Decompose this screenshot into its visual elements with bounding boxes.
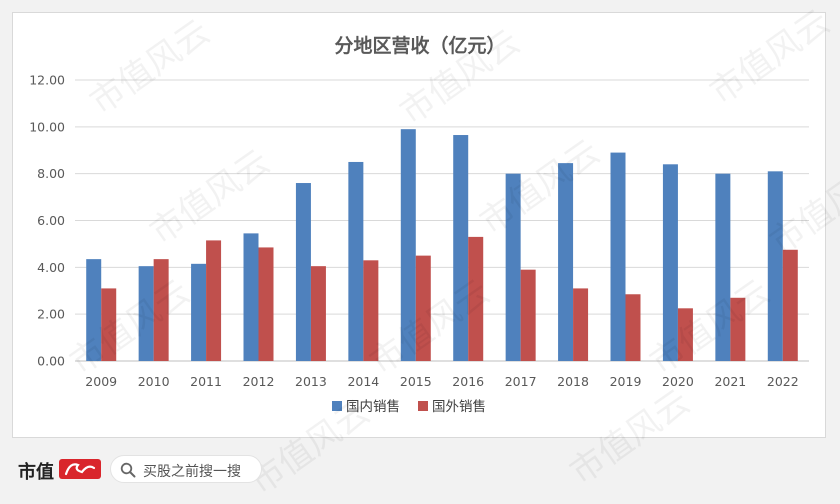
bar-overseas-2010 <box>153 259 169 361</box>
bar-domestic-2021 <box>715 173 731 361</box>
x-tick-label: 2015 <box>400 374 432 389</box>
y-tick-label: 6.00 <box>37 213 65 228</box>
y-tick-label: 12.00 <box>29 73 65 88</box>
x-tick-label: 2012 <box>243 374 275 389</box>
x-tick-label: 2019 <box>610 374 642 389</box>
x-tick-label: 2020 <box>662 374 694 389</box>
search-icon <box>120 462 136 478</box>
y-tick-label: 0.00 <box>37 354 65 369</box>
bars <box>86 129 798 361</box>
bar-overseas-2012 <box>258 247 274 361</box>
bar-overseas-2020 <box>677 308 693 361</box>
y-tick-label: 4.00 <box>37 260 65 275</box>
chart-card: 分地区营收（亿元） 0.00 2.00 4.00 6.00 8.00 10.00 12.00… <box>12 12 826 438</box>
y-tick-label: 2.00 <box>37 307 65 322</box>
gridlines <box>75 79 809 362</box>
bar-domestic-2013 <box>295 183 311 361</box>
bar-overseas-2011 <box>206 240 222 361</box>
brand-name: 市值 <box>18 462 54 483</box>
chart: 分地区营收（亿元） 0.00 2.00 4.00 6.00 8.00 10.00 12.00… <box>29 34 809 415</box>
bar-overseas-2021 <box>730 297 746 361</box>
x-tick-label: 2018 <box>557 374 589 389</box>
bar-domestic-2009 <box>86 259 102 361</box>
x-tick-label: 2013 <box>295 374 327 389</box>
bar-overseas-2016 <box>468 236 484 361</box>
bar-overseas-2014 <box>363 260 379 361</box>
bar-domestic-2010 <box>138 266 154 361</box>
bar-overseas-2022 <box>782 249 798 361</box>
bar-domestic-2012 <box>243 233 259 361</box>
x-tick-label: 2022 <box>767 374 799 389</box>
y-tick-label: 8.00 <box>37 166 65 181</box>
bar-overseas-2013 <box>310 266 326 361</box>
bar-domestic-2020 <box>662 164 678 361</box>
bar-domestic-2019 <box>610 152 626 361</box>
y-axis-ticks: 0.00 2.00 4.00 6.00 8.00 10.00 12.00 <box>29 73 65 369</box>
x-tick-label: 2010 <box>138 374 170 389</box>
bar-overseas-2015 <box>415 255 431 361</box>
x-axis-ticks: 2009 2010 2011 2012 2013 2014 2015 2016 2017 2018… <box>85 374 798 389</box>
bar-domestic-2011 <box>191 263 207 361</box>
bar-domestic-2016 <box>453 135 469 361</box>
legend-swatch <box>418 401 428 411</box>
y-tick-label: 10.00 <box>29 119 65 134</box>
bar-overseas-2017 <box>520 269 536 361</box>
bar-domestic-2018 <box>558 163 574 361</box>
chart-title: 分地区营收（亿元） <box>334 34 505 57</box>
x-tick-label: 2011 <box>190 374 222 389</box>
x-tick-label: 2017 <box>505 374 537 389</box>
search-placeholder: 买股之前搜一搜 <box>143 464 241 480</box>
footer: 市值 买股之前搜一搜 <box>0 450 840 495</box>
brand-logo <box>59 459 101 479</box>
bar-overseas-2019 <box>625 294 641 361</box>
x-tick-label: 2014 <box>347 374 379 389</box>
bar-overseas-2018 <box>573 288 589 361</box>
x-tick-label: 2016 <box>452 374 484 389</box>
x-tick-label: 2021 <box>714 374 746 389</box>
legend: 国内销售 国外销售 <box>332 399 486 415</box>
bar-domestic-2015 <box>400 129 416 361</box>
legend-label: 国外销售 <box>432 399 486 415</box>
bar-domestic-2014 <box>348 161 364 361</box>
bar-domestic-2022 <box>767 171 783 361</box>
legend-label: 国内销售 <box>346 399 400 415</box>
search-box[interactable]: 买股之前搜一搜 <box>110 455 262 483</box>
bar-overseas-2009 <box>101 288 117 361</box>
x-tick-label: 2009 <box>85 374 117 389</box>
bar-domestic-2017 <box>505 173 521 361</box>
legend-swatch <box>332 401 342 411</box>
